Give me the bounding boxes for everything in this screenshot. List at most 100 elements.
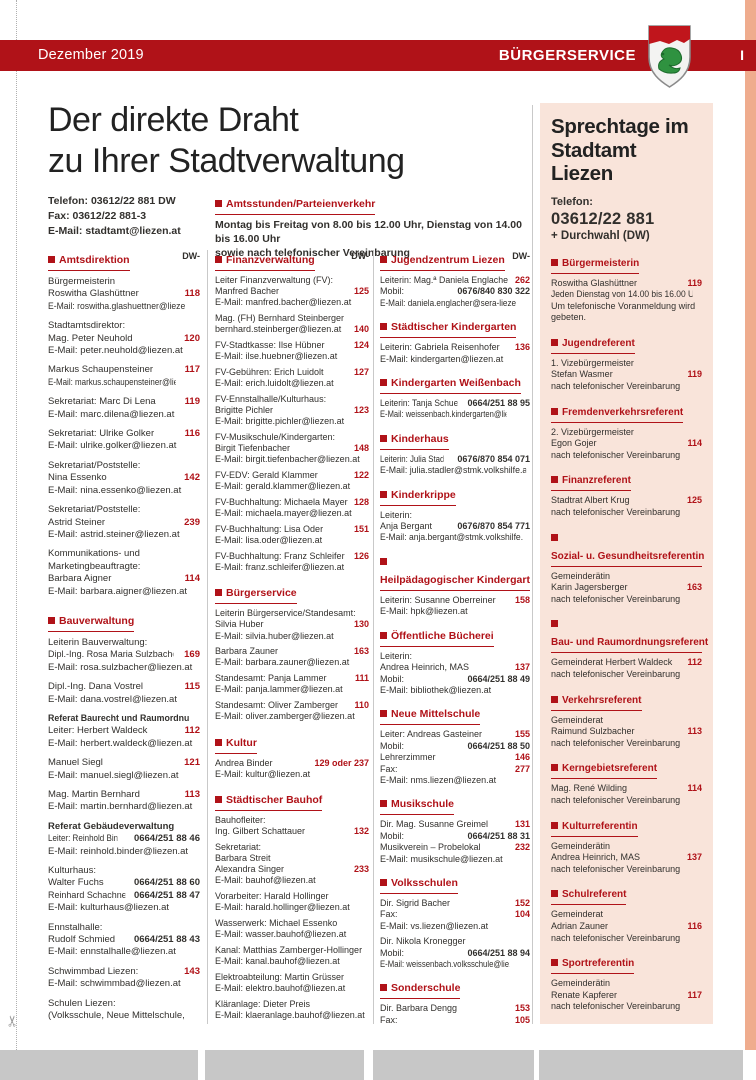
entry-text: Sonderschule) [48, 1023, 200, 1025]
entry-text: Silvia Huber [215, 619, 264, 630]
entry-line: Dipl.-Ing. Dana Vostrel 115 [48, 681, 200, 693]
entry-text: Mag. Martin Bernhard [48, 789, 140, 800]
entry-text: E-Mail: barbara.zauner@liezen.at [215, 657, 350, 668]
office-hours-block: Amtsstunden/Parteienverkehr Montag bis F… [215, 194, 528, 260]
email-line: E-Mail: kultur@liezen.at [215, 769, 369, 780]
entry-text: Gemeinderat [551, 909, 604, 920]
entry-text: Karin Jagersberger [551, 582, 628, 593]
entry-text: E-Mail: astrid.steiner@liezen.at [48, 528, 180, 540]
red-square-bullet [551, 959, 558, 967]
entry-text: E-Mail: herbert.waldeck@liezen.at [48, 737, 193, 749]
entry-text: nach telefonischer Vereinbarung [551, 593, 681, 604]
directory-entry: Dipl.-Ing. Dana Vostrel 115 E-Mail: dana.v… [48, 681, 200, 706]
extension-number: 131 [514, 819, 530, 830]
directory-entry: FV-EDV: Gerald Klammer 122 E-Mail: gerald.… [215, 470, 369, 492]
directory-entry: Stadtrat Albert Krug 125 nach telefonische… [551, 495, 702, 518]
entry-text: E-Mail: markus.schaupensteiner@liezen.at [48, 376, 176, 388]
entry-text: Leiterin: Julia Stadler [380, 453, 444, 464]
entry-line: Bürgermeisterin [48, 276, 200, 288]
entry-line: Barbara Streit [215, 853, 369, 864]
entry-line: Referat Baurecht und Raumordnung [48, 713, 200, 725]
entry-text: nach telefonischer Vereinbarung [551, 669, 681, 679]
entry-text: E-Mail: gerald.klammer@liezen.at [215, 481, 351, 492]
page-title: Der direkte Draht zu Ihrer Stadtverwaltu… [48, 100, 405, 182]
extension-number: 113 [687, 726, 702, 737]
entry-line: Fax: 104 [380, 909, 530, 920]
entry-line: Anja Bergant 0676/870 854 771 [380, 521, 530, 532]
directory-entry: Sekretariat/Poststelle: Nina Essenko 142 E-… [48, 460, 200, 497]
extension-number: 112 [687, 657, 702, 668]
entry-text: Reinhard Schachner [48, 889, 126, 901]
entry-text: Barbara Streit [215, 853, 271, 864]
entry-text: Fax: [380, 909, 398, 920]
directory-entry: Markus Schaupensteiner 117 E-Mail: markus.… [48, 364, 200, 389]
extension-number: 146 [514, 752, 530, 763]
entry-text: nach telefonischer Vereinbarung [551, 932, 681, 943]
section-heading: Kerngebietsreferent [562, 763, 658, 775]
entry-text: Gemeinderätin [551, 570, 611, 581]
entry-text: 2. Vizebürgermeister [551, 426, 634, 437]
entry-text: Walter Fuchs [48, 877, 104, 889]
email-line: E-Mail: manuel.siegl@liezen.at [48, 770, 200, 782]
entry-text: Mobil: [380, 286, 405, 297]
section-heading: Musikschule [391, 798, 455, 811]
directory-section: Fremdenverkehrsreferent 2. Vizebürgermeis… [551, 402, 702, 462]
entry-line: FV-Ennstalhalle/Kulturhaus: [215, 394, 369, 405]
email-line: E-Mail: anja.bergant@stmk.volkshilfe.at [380, 532, 530, 543]
directory-section: Jugendreferent 1. Vizebürgermeister Stefan… [551, 333, 702, 393]
entry-text: Jeden Dienstag von 14.00 bis 16.00 Uhr [551, 289, 693, 300]
entry-text: Leiterin Bauverwaltung: [48, 636, 148, 648]
entry-line: Lehrerzimmer 146 [380, 752, 530, 763]
consultation-sidebar: Sprechtage im Stadtamt Liezen Telefon: 0… [540, 103, 713, 1024]
entry-line: Gemeinderätin [551, 978, 702, 990]
email-line: E-Mail: ulrike.golker@liezen.at [48, 440, 200, 452]
email-line: E-Mail: reinhold.binder@liezen.at [48, 846, 200, 858]
entry-text: Dipl.-Ing. Dana Vostrel [48, 681, 144, 693]
directory-section: Kultur Andrea Binder 129 oder 237 E-Mail: k… [215, 733, 369, 780]
email-line: E-Mail: schwimmbad@liezen.at [48, 978, 200, 990]
entry-text: Sekretariat/Poststelle: [48, 459, 141, 471]
entry-text: E-Mail: schwimmbad@liezen.at [48, 978, 181, 990]
red-square-bullet [215, 256, 222, 263]
entry-text: Schwimmbad Liezen: [48, 965, 139, 977]
extension-number: 233 [353, 864, 369, 875]
entry-text: Egon Gojer [551, 438, 597, 449]
entry-line: gebeten. [551, 312, 702, 324]
entry-text: Adrian Zauner [551, 920, 609, 931]
entry-text: Renate Kapferer [551, 989, 618, 1000]
phone-number: 0676/840 830 322 [457, 286, 530, 297]
directory-entry: Bauhofleiter: Ing. Gilbert Schattauer 132 [215, 815, 369, 837]
entry-text: Mobil: [380, 673, 405, 684]
directory-section: Städtischer Bauhof Bauhofleiter: Ing. Gilb… [215, 790, 369, 1024]
section-heading: Kinderhaus [391, 432, 449, 445]
page-edge-strip [745, 0, 756, 1050]
entry-text: Nina Essenko [48, 472, 107, 484]
red-square-bullet [48, 616, 55, 624]
entry-line: Sekretariat: [215, 842, 369, 853]
entry-text: Gemeinderat Herbert Waldeck [551, 657, 673, 668]
directory-entry: Leiterin: Susanne Oberreiner 158 E-Mail: h… [380, 595, 530, 618]
entry-line: Andrea Binder 129 oder 237 [215, 758, 369, 769]
red-square-bullet [380, 984, 387, 992]
extension-number: 121 [184, 757, 200, 769]
entry-text: E-Mail: birgit.tiefenbacher@liezen.at [215, 454, 360, 465]
stadtamt-fax: Fax: 03612/22 881-3 [48, 210, 147, 222]
liezen-coat-of-arms [648, 25, 691, 88]
entry-text: FV-Gebühren: Erich Luidolt [215, 366, 324, 377]
entry-line: Jeden Dienstag von 14.00 bis 16.00 Uhr [551, 289, 702, 301]
red-square-bullet [380, 256, 387, 263]
directory-entry: Kläranlage: Dieter Preis E-Mail: klaeranl… [215, 999, 369, 1021]
email-line: E-Mail: dana.vostrel@liezen.at [48, 694, 200, 706]
directory-entry: FV-Stadtkasse: Ilse Hübner 124 E-Mail: ils… [215, 340, 369, 362]
entry-text: E-Mail: musikschule@liezen.at [380, 853, 503, 864]
extension-number: 163 [353, 646, 369, 657]
entry-line: Sonderschule) [48, 1023, 200, 1025]
directory-entry: Manuel Siegl 121 E-Mail: manuel.siegl@liez… [48, 757, 200, 782]
email-line: E-Mail: wasser.bauhof@liezen.at [215, 929, 369, 940]
extension-number: 111 [354, 673, 369, 684]
extension-number: 112 [184, 725, 200, 737]
entry-text: Mobil: [380, 947, 405, 958]
email-line: E-Mail: hpk@liezen.at [380, 606, 530, 617]
entry-text: FV-Buchhaltung: Franz Schleifer [215, 550, 345, 561]
red-square-bullet [215, 795, 222, 803]
